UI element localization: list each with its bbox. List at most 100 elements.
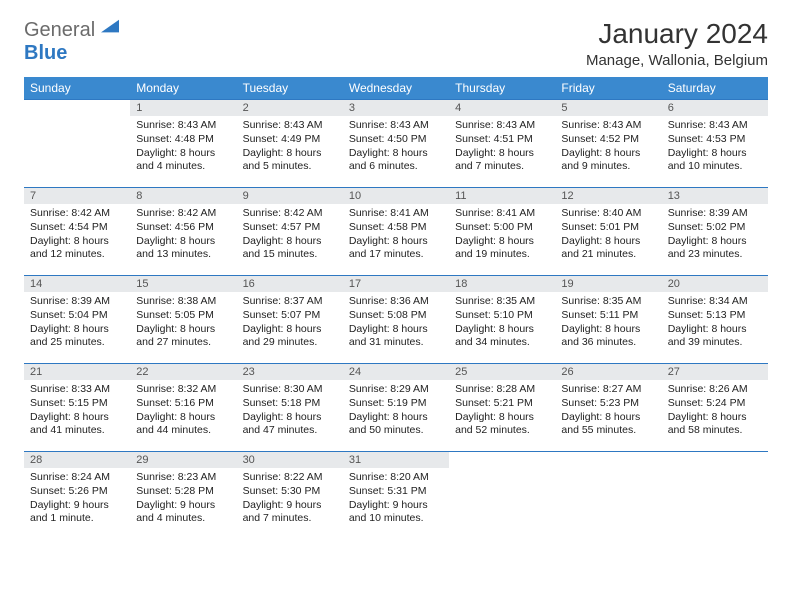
day-number: 2	[237, 99, 343, 116]
day-number: 31	[343, 451, 449, 468]
day-cell: 17Sunrise: 8:36 AMSunset: 5:08 PMDayligh…	[343, 275, 449, 363]
day-content: Sunrise: 8:40 AMSunset: 5:01 PMDaylight:…	[555, 204, 661, 268]
sunset-text: Sunset: 5:02 PM	[668, 221, 762, 235]
sunrise-text: Sunrise: 8:43 AM	[349, 119, 443, 133]
day-cell	[24, 99, 130, 187]
day-content: Sunrise: 8:33 AMSunset: 5:15 PMDaylight:…	[24, 380, 130, 444]
day-content: Sunrise: 8:38 AMSunset: 5:05 PMDaylight:…	[130, 292, 236, 356]
weekday-header: Thursday	[449, 77, 555, 99]
day-cell: 27Sunrise: 8:26 AMSunset: 5:24 PMDayligh…	[662, 363, 768, 451]
logo-text-general: General	[24, 19, 95, 41]
day-number-bar-empty	[662, 451, 768, 468]
day-cell: 23Sunrise: 8:30 AMSunset: 5:18 PMDayligh…	[237, 363, 343, 451]
day-cell: 9Sunrise: 8:42 AMSunset: 4:57 PMDaylight…	[237, 187, 343, 275]
sunrise-text: Sunrise: 8:42 AM	[243, 207, 337, 221]
sunset-text: Sunset: 5:15 PM	[30, 397, 124, 411]
daylight-text: Daylight: 8 hours and 47 minutes.	[243, 411, 337, 438]
day-content: Sunrise: 8:43 AMSunset: 4:53 PMDaylight:…	[662, 116, 768, 180]
sunrise-text: Sunrise: 8:41 AM	[349, 207, 443, 221]
weekday-header: Saturday	[662, 77, 768, 99]
daylight-text: Daylight: 8 hours and 17 minutes.	[349, 235, 443, 262]
weekday-header: Tuesday	[237, 77, 343, 99]
sunrise-text: Sunrise: 8:42 AM	[30, 207, 124, 221]
day-number: 26	[555, 363, 661, 380]
sunrise-text: Sunrise: 8:40 AM	[561, 207, 655, 221]
calendar-page: General Blue January 2024 Manage, Wallon…	[0, 0, 792, 557]
sunset-text: Sunset: 4:54 PM	[30, 221, 124, 235]
sunset-text: Sunset: 5:28 PM	[136, 485, 230, 499]
sunset-text: Sunset: 4:56 PM	[136, 221, 230, 235]
daylight-text: Daylight: 8 hours and 27 minutes.	[136, 323, 230, 350]
day-content: Sunrise: 8:43 AMSunset: 4:49 PMDaylight:…	[237, 116, 343, 180]
day-cell: 11Sunrise: 8:41 AMSunset: 5:00 PMDayligh…	[449, 187, 555, 275]
day-cell: 20Sunrise: 8:34 AMSunset: 5:13 PMDayligh…	[662, 275, 768, 363]
day-content: Sunrise: 8:37 AMSunset: 5:07 PMDaylight:…	[237, 292, 343, 356]
day-number: 16	[237, 275, 343, 292]
day-content: Sunrise: 8:23 AMSunset: 5:28 PMDaylight:…	[130, 468, 236, 532]
day-cell: 3Sunrise: 8:43 AMSunset: 4:50 PMDaylight…	[343, 99, 449, 187]
day-number-bar-empty	[555, 451, 661, 468]
sunrise-text: Sunrise: 8:43 AM	[668, 119, 762, 133]
sunset-text: Sunset: 4:57 PM	[243, 221, 337, 235]
daylight-text: Daylight: 8 hours and 4 minutes.	[136, 147, 230, 174]
sunset-text: Sunset: 4:51 PM	[455, 133, 549, 147]
sunset-text: Sunset: 5:31 PM	[349, 485, 443, 499]
sunset-text: Sunset: 5:13 PM	[668, 309, 762, 323]
sunset-text: Sunset: 5:23 PM	[561, 397, 655, 411]
day-number: 11	[449, 187, 555, 204]
sunset-text: Sunset: 5:01 PM	[561, 221, 655, 235]
day-cell: 5Sunrise: 8:43 AMSunset: 4:52 PMDaylight…	[555, 99, 661, 187]
daylight-text: Daylight: 8 hours and 50 minutes.	[349, 411, 443, 438]
weekday-header: Sunday	[24, 77, 130, 99]
day-content: Sunrise: 8:34 AMSunset: 5:13 PMDaylight:…	[662, 292, 768, 356]
daylight-text: Daylight: 8 hours and 41 minutes.	[30, 411, 124, 438]
daylight-text: Daylight: 8 hours and 36 minutes.	[561, 323, 655, 350]
sunset-text: Sunset: 5:21 PM	[455, 397, 549, 411]
sunrise-text: Sunrise: 8:43 AM	[136, 119, 230, 133]
day-cell	[449, 451, 555, 539]
day-content: Sunrise: 8:22 AMSunset: 5:30 PMDaylight:…	[237, 468, 343, 532]
sunset-text: Sunset: 5:10 PM	[455, 309, 549, 323]
day-content: Sunrise: 8:36 AMSunset: 5:08 PMDaylight:…	[343, 292, 449, 356]
day-content: Sunrise: 8:41 AMSunset: 5:00 PMDaylight:…	[449, 204, 555, 268]
day-content: Sunrise: 8:28 AMSunset: 5:21 PMDaylight:…	[449, 380, 555, 444]
sunset-text: Sunset: 4:53 PM	[668, 133, 762, 147]
sunrise-text: Sunrise: 8:37 AM	[243, 295, 337, 309]
location-text: Manage, Wallonia, Belgium	[586, 52, 768, 69]
sunset-text: Sunset: 4:52 PM	[561, 133, 655, 147]
calendar-body: 1Sunrise: 8:43 AMSunset: 4:48 PMDaylight…	[24, 99, 768, 539]
day-cell	[555, 451, 661, 539]
sunset-text: Sunset: 5:16 PM	[136, 397, 230, 411]
day-cell: 1Sunrise: 8:43 AMSunset: 4:48 PMDaylight…	[130, 99, 236, 187]
day-content: Sunrise: 8:42 AMSunset: 4:54 PMDaylight:…	[24, 204, 130, 268]
calendar-row: 21Sunrise: 8:33 AMSunset: 5:15 PMDayligh…	[24, 363, 768, 451]
day-cell: 21Sunrise: 8:33 AMSunset: 5:15 PMDayligh…	[24, 363, 130, 451]
daylight-text: Daylight: 8 hours and 15 minutes.	[243, 235, 337, 262]
day-number: 21	[24, 363, 130, 380]
sunset-text: Sunset: 5:07 PM	[243, 309, 337, 323]
sunrise-text: Sunrise: 8:23 AM	[136, 471, 230, 485]
daylight-text: Daylight: 8 hours and 10 minutes.	[668, 147, 762, 174]
sunrise-text: Sunrise: 8:35 AM	[455, 295, 549, 309]
day-cell: 24Sunrise: 8:29 AMSunset: 5:19 PMDayligh…	[343, 363, 449, 451]
day-number: 22	[130, 363, 236, 380]
day-content: Sunrise: 8:42 AMSunset: 4:56 PMDaylight:…	[130, 204, 236, 268]
calendar-row: 1Sunrise: 8:43 AMSunset: 4:48 PMDaylight…	[24, 99, 768, 187]
sunrise-text: Sunrise: 8:30 AM	[243, 383, 337, 397]
day-content: Sunrise: 8:27 AMSunset: 5:23 PMDaylight:…	[555, 380, 661, 444]
day-number: 17	[343, 275, 449, 292]
sunset-text: Sunset: 5:18 PM	[243, 397, 337, 411]
day-cell: 29Sunrise: 8:23 AMSunset: 5:28 PMDayligh…	[130, 451, 236, 539]
day-content: Sunrise: 8:43 AMSunset: 4:51 PMDaylight:…	[449, 116, 555, 180]
sunset-text: Sunset: 5:04 PM	[30, 309, 124, 323]
daylight-text: Daylight: 8 hours and 55 minutes.	[561, 411, 655, 438]
day-number-bar-empty	[449, 451, 555, 468]
day-content: Sunrise: 8:30 AMSunset: 5:18 PMDaylight:…	[237, 380, 343, 444]
day-number: 10	[343, 187, 449, 204]
day-content: Sunrise: 8:43 AMSunset: 4:48 PMDaylight:…	[130, 116, 236, 180]
weekday-header: Monday	[130, 77, 236, 99]
day-content: Sunrise: 8:26 AMSunset: 5:24 PMDaylight:…	[662, 380, 768, 444]
sunset-text: Sunset: 5:05 PM	[136, 309, 230, 323]
day-content: Sunrise: 8:35 AMSunset: 5:11 PMDaylight:…	[555, 292, 661, 356]
daylight-text: Daylight: 8 hours and 13 minutes.	[136, 235, 230, 262]
